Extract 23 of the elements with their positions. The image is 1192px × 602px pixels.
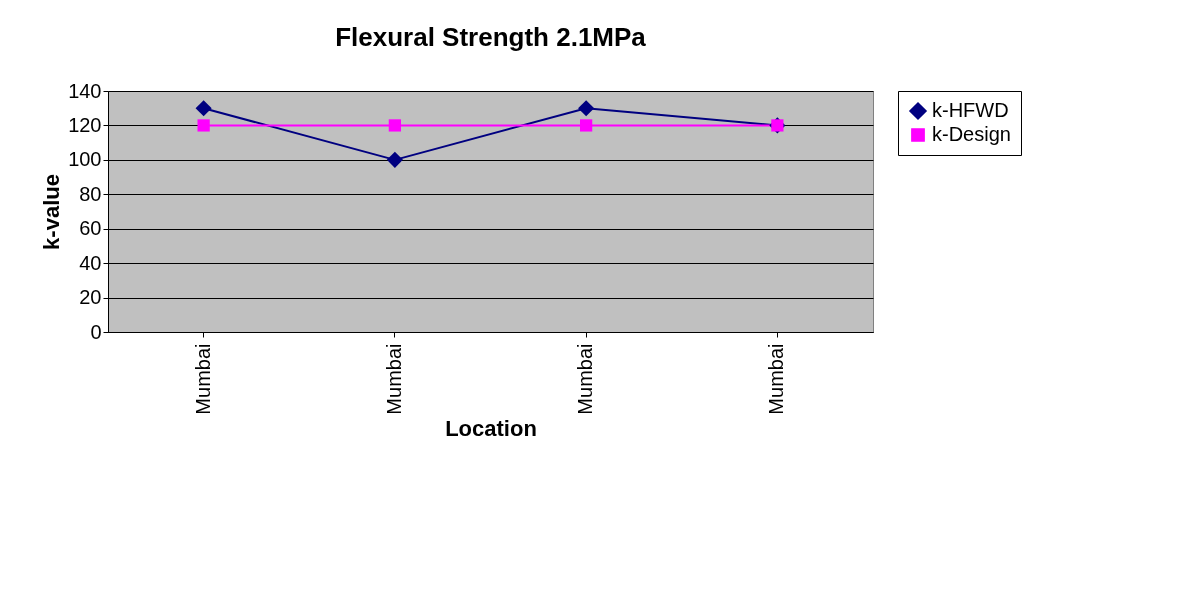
y-tick-label: 0: [90, 320, 102, 343]
legend-label: k-Design: [932, 123, 1011, 145]
x-tick-label: Mumbai: [382, 343, 405, 415]
y-tick-label: 40: [79, 251, 102, 274]
x-tick-label: Mumbai: [574, 343, 597, 415]
point: [388, 119, 401, 132]
y-tick-label: 80: [79, 182, 102, 205]
y-axis-title: k-value: [39, 174, 65, 250]
chart-title: Flexural Strength 2.1MPa: [335, 22, 647, 52]
x-axis-title: Location: [445, 415, 537, 441]
point: [197, 119, 210, 132]
point: [580, 119, 593, 132]
x-tick-label: Mumbai: [765, 343, 788, 415]
y-tick-label: 20: [79, 286, 102, 309]
point: [195, 100, 212, 117]
y-tick-label: 60: [79, 217, 102, 240]
point: [578, 100, 595, 117]
y-tick-label: 100: [68, 148, 102, 171]
point: [386, 151, 403, 168]
legend-label: k-HFWD: [932, 99, 1009, 121]
x-tick-label: Mumbai: [191, 343, 214, 415]
y-tick-label: 120: [68, 113, 102, 136]
y-tick-label: 140: [68, 79, 102, 102]
